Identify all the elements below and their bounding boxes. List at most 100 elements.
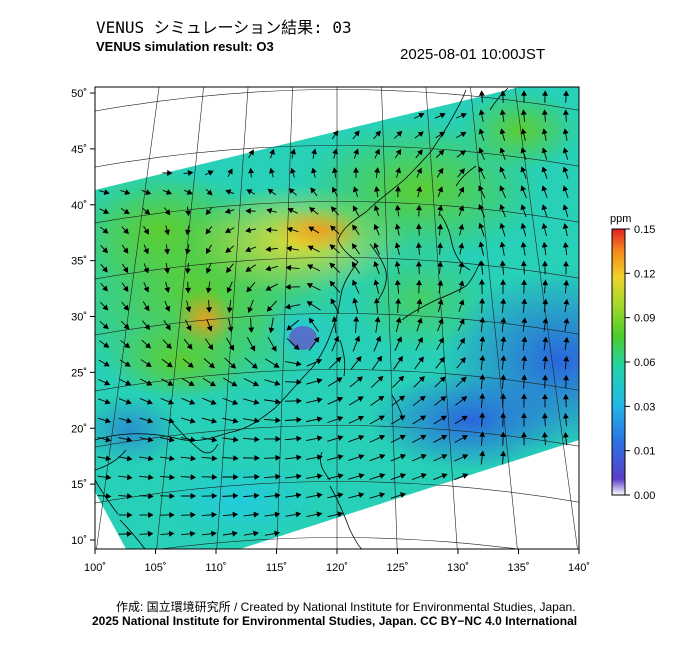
wind-vector-head <box>520 185 527 192</box>
colorbar-tick-label: 0.09 <box>634 313 655 325</box>
lon-tick-label: 100˚ <box>84 562 106 574</box>
colorbar-tick-label: 0.12 <box>634 268 655 280</box>
wind-vector-head <box>441 454 448 460</box>
wind-vector-head <box>330 225 337 232</box>
wind-vector-head <box>290 167 296 174</box>
wind-vector-head <box>562 109 569 115</box>
wind-vector-head <box>105 455 112 462</box>
wind-vector-head <box>123 323 130 330</box>
wind-vector-head <box>103 342 110 348</box>
wind-vector-head <box>296 454 302 461</box>
wind-vector-head <box>232 530 238 537</box>
wind-vector-head <box>274 380 281 386</box>
wind-vector-head <box>520 128 527 135</box>
wind-vector-head <box>290 148 296 155</box>
wind-vector-head <box>399 415 406 421</box>
wind-vector-head <box>185 306 192 313</box>
wind-vector-head <box>275 436 281 442</box>
wind-vector-head <box>440 415 447 421</box>
wind-vector-head <box>500 393 507 399</box>
wind-vector-head <box>265 285 272 291</box>
wind-vector-head <box>562 412 569 419</box>
wind-vector-head <box>500 374 507 380</box>
wind-vector-head <box>460 376 467 383</box>
wind-vector-head <box>399 434 406 441</box>
lat-tick-label: 15˚ <box>71 479 87 491</box>
wind-vector-head <box>398 395 406 402</box>
wind-vector-head <box>354 335 361 342</box>
wind-vector-head <box>189 417 196 424</box>
wind-vector-head <box>332 186 338 193</box>
wind-vector-head <box>105 493 112 500</box>
wind-vector-head <box>275 398 281 405</box>
wind-vector-head <box>167 380 174 386</box>
wind-vector-head <box>478 203 484 211</box>
wind-vector-head <box>274 511 281 518</box>
wind-vector-head <box>521 393 528 399</box>
wind-vector-head <box>126 530 133 537</box>
wind-vector-head <box>479 354 486 361</box>
wind-vector-head <box>126 493 133 500</box>
wind-vector-head <box>353 167 359 173</box>
wind-vector-head <box>358 454 365 460</box>
wind-vector-head <box>205 228 212 235</box>
wind-vector-head <box>462 454 469 460</box>
wind-vector-head <box>521 317 528 324</box>
credit-line-1: 作成: 国立環境研究所 / Created by National Instit… <box>116 600 576 614</box>
wind-vector-head <box>332 148 338 155</box>
meridian-line <box>470 87 518 549</box>
wind-vector-head <box>357 396 364 402</box>
wind-vector-head <box>284 303 291 310</box>
wind-vector-head <box>211 474 218 481</box>
wind-vector-head <box>351 261 358 268</box>
wind-vector-head <box>439 112 446 119</box>
wind-vector-head <box>521 90 527 96</box>
wind-vector-head <box>499 109 506 116</box>
wind-vector-head <box>437 223 444 230</box>
wind-vector-head <box>330 298 336 305</box>
wind-vector-head <box>562 128 569 135</box>
wind-vector-head <box>395 149 402 156</box>
wind-vector-head <box>374 316 381 323</box>
wind-vector-head <box>205 247 212 255</box>
wind-vector-head <box>146 399 153 405</box>
wind-vector-head <box>521 374 528 380</box>
wind-vector-head <box>147 436 154 443</box>
lat-tick-label: 20˚ <box>71 423 87 435</box>
wind-vector-head <box>563 336 570 343</box>
wind-vector-head <box>307 245 314 251</box>
wind-vector-head <box>337 473 344 480</box>
wind-vector-head <box>329 262 336 269</box>
wind-vector-head <box>124 189 131 195</box>
wind-vector-head <box>416 317 423 324</box>
wind-vector-head <box>148 474 154 481</box>
wind-vector-head <box>316 435 323 442</box>
wind-vector-head <box>190 436 197 443</box>
parallel-line <box>95 257 579 280</box>
wind-vector-head <box>459 150 466 156</box>
wind-vector-head <box>417 336 423 344</box>
wind-vector-head <box>458 299 465 306</box>
wind-vector-head <box>232 492 239 499</box>
wind-vector-head <box>125 380 132 386</box>
wind-vector-head <box>102 304 109 311</box>
wind-vector-head <box>337 454 344 460</box>
wind-vector-head <box>332 130 339 137</box>
wind-vector-head <box>104 417 112 424</box>
wind-vector-head <box>316 358 323 365</box>
wind-vector-head <box>479 412 486 418</box>
wind-vector-head <box>266 305 273 312</box>
wind-vector-head <box>254 455 260 462</box>
colorbar-tick-label: 0.01 <box>634 446 655 458</box>
wind-vector-head <box>316 454 323 461</box>
wind-vector-head <box>286 245 293 252</box>
wind-vector-head <box>311 148 317 155</box>
wind-vector-head <box>224 227 232 233</box>
wind-vector-head <box>458 186 464 193</box>
wind-vector-head <box>168 436 175 443</box>
lat-tick-label: 50˚ <box>71 88 87 100</box>
wind-vector-head <box>293 344 300 351</box>
wind-vector-head <box>461 396 468 402</box>
wind-vector-head <box>500 279 506 285</box>
wind-vector-head <box>542 298 549 305</box>
